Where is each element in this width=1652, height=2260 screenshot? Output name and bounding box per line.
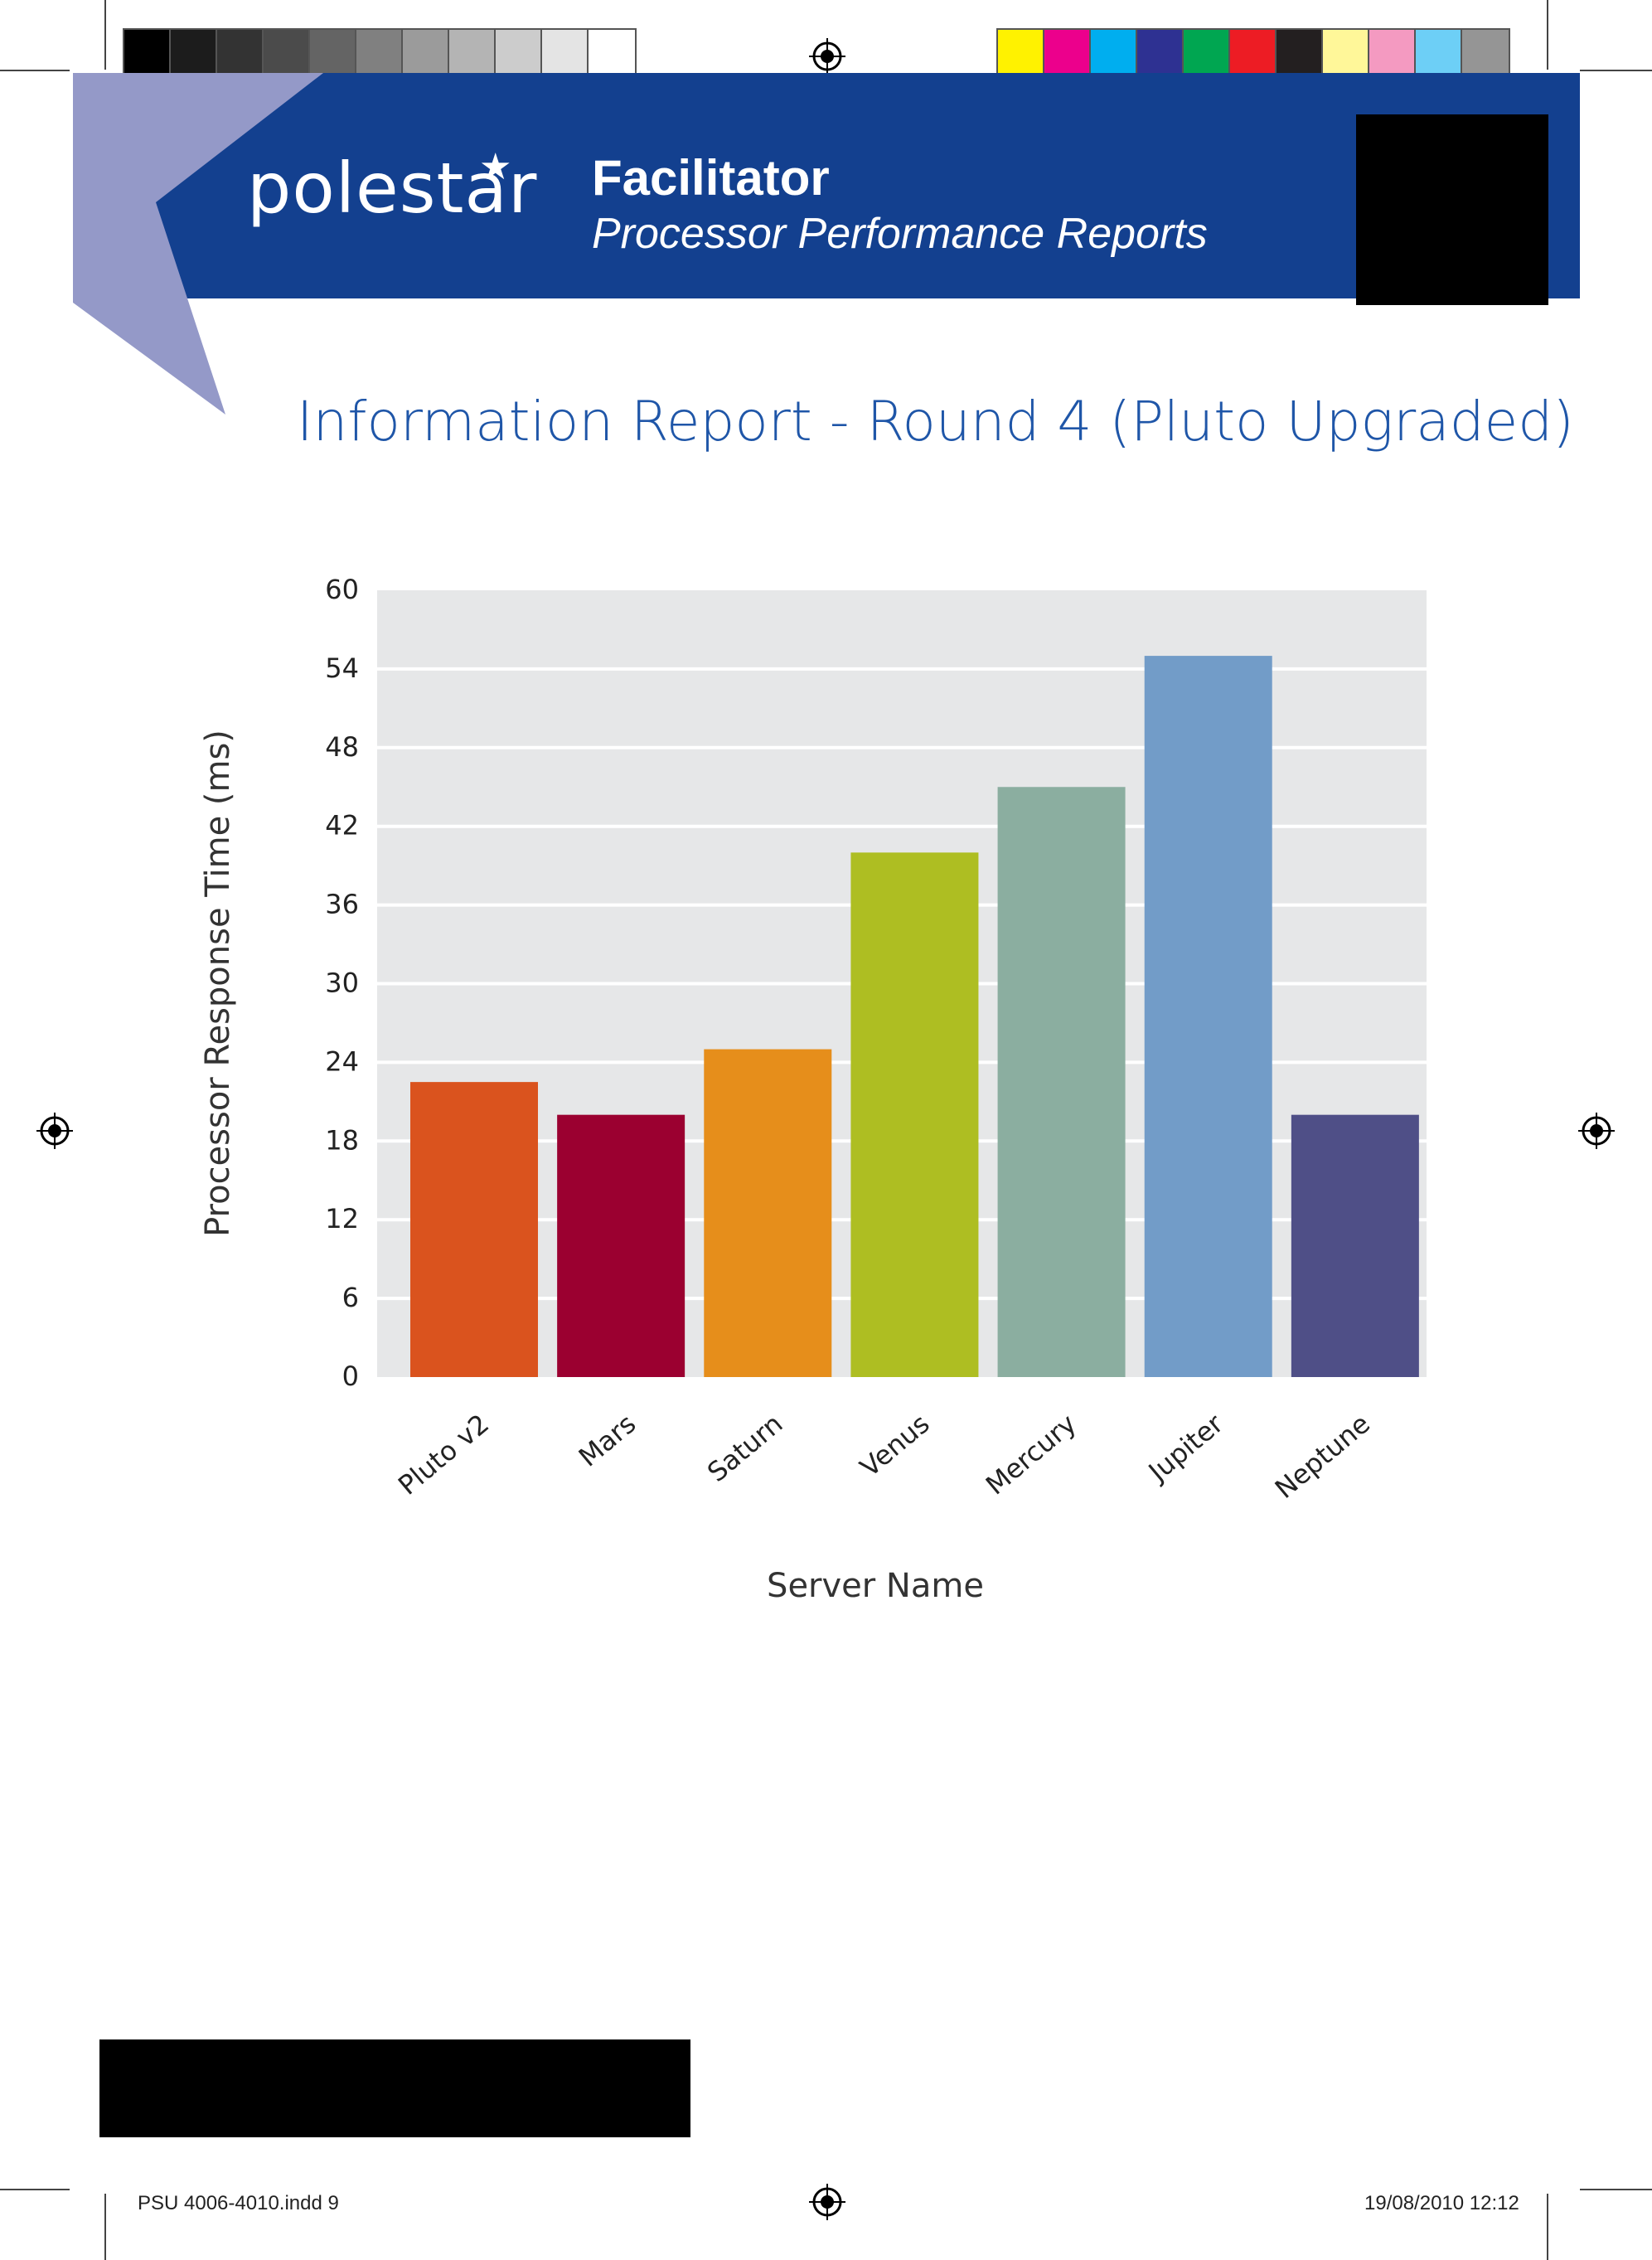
color-swatch — [356, 30, 403, 76]
bar-mercury — [997, 787, 1126, 1377]
bar-neptune — [1291, 1114, 1419, 1377]
color-swatch — [1091, 30, 1137, 76]
redaction-block — [99, 2039, 690, 2137]
color-swatch — [1230, 30, 1277, 76]
color-swatch — [449, 30, 496, 76]
bar-saturn — [704, 1049, 832, 1377]
color-swatch — [1184, 30, 1230, 76]
bar-mars — [557, 1114, 686, 1377]
color-swatch — [1137, 30, 1184, 76]
bar-pluto-v2 — [410, 1082, 538, 1377]
color-swatch — [1369, 30, 1416, 76]
color-swatch — [589, 30, 635, 76]
y-tick-label: 54 — [325, 652, 359, 684]
crop-mark — [104, 2194, 106, 2260]
x-axis-label: Server Name — [767, 1567, 984, 1605]
x-tick-label: Mercury — [980, 1408, 1083, 1501]
brand-logo-text: polestar — [247, 148, 538, 229]
footer-date: 19/08/2010 12:12 — [1364, 2192, 1519, 2214]
registration-mark-icon — [36, 1113, 73, 1149]
x-tick-label: Venus — [854, 1408, 935, 1483]
x-tick-label: Pluto v2 — [392, 1408, 495, 1501]
redaction-block — [1356, 114, 1548, 305]
y-tick-label: 60 — [325, 574, 359, 605]
y-tick-label: 12 — [325, 1203, 359, 1234]
crop-mark — [104, 0, 106, 70]
color-swatch — [1462, 30, 1509, 76]
y-tick-label: 6 — [342, 1282, 359, 1313]
color-swatch — [217, 30, 264, 76]
registration-mark-icon — [809, 2184, 845, 2220]
color-swatch — [310, 30, 356, 76]
color-swatch — [264, 30, 310, 76]
grayscale-color-bar — [123, 28, 637, 78]
app-title: Facilitator — [592, 150, 830, 206]
x-tick-label: Saturn — [701, 1408, 788, 1488]
color-swatch — [496, 30, 542, 76]
process-color-bar — [996, 28, 1510, 78]
footer-filename: PSU 4006-4010.indd 9 — [138, 2192, 339, 2214]
y-tick-label: 48 — [325, 731, 359, 763]
registration-mark-icon — [809, 38, 845, 75]
bar-venus — [850, 852, 979, 1377]
color-swatch — [171, 30, 217, 76]
y-tick-label: 24 — [325, 1045, 359, 1077]
bar-jupiter — [1144, 656, 1272, 1377]
color-swatch — [403, 30, 449, 76]
report-title: Information Report - Round 4 (Pluto Upgr… — [297, 390, 1574, 453]
color-swatch — [1416, 30, 1462, 76]
app-subtitle: Processor Performance Reports — [592, 210, 1208, 258]
color-swatch — [124, 30, 171, 76]
color-swatch — [542, 30, 589, 76]
star-icon: ★ — [479, 146, 512, 188]
color-swatch — [1323, 30, 1369, 76]
x-tick-label: Neptune — [1269, 1408, 1376, 1505]
header-banner — [73, 73, 1580, 298]
y-tick-label: 0 — [342, 1360, 359, 1392]
x-tick-label: Jupiter — [1141, 1407, 1230, 1488]
crop-mark — [1547, 2194, 1548, 2260]
crop-mark — [0, 2189, 70, 2190]
y-tick-label: 18 — [325, 1124, 359, 1156]
y-tick-label: 42 — [325, 810, 359, 841]
crop-mark — [1580, 70, 1652, 71]
crop-mark — [1580, 2189, 1652, 2190]
color-swatch — [1277, 30, 1323, 76]
registration-mark-icon — [1578, 1113, 1615, 1149]
crop-mark — [0, 70, 70, 71]
x-tick-label: Mars — [573, 1408, 642, 1473]
y-tick-label: 30 — [325, 968, 359, 999]
color-swatch — [998, 30, 1044, 76]
y-tick-label: 36 — [325, 889, 359, 920]
crop-mark — [1547, 0, 1548, 70]
y-axis-label: Processor Response Time (ms) — [199, 730, 237, 1237]
color-swatch — [1044, 30, 1091, 76]
